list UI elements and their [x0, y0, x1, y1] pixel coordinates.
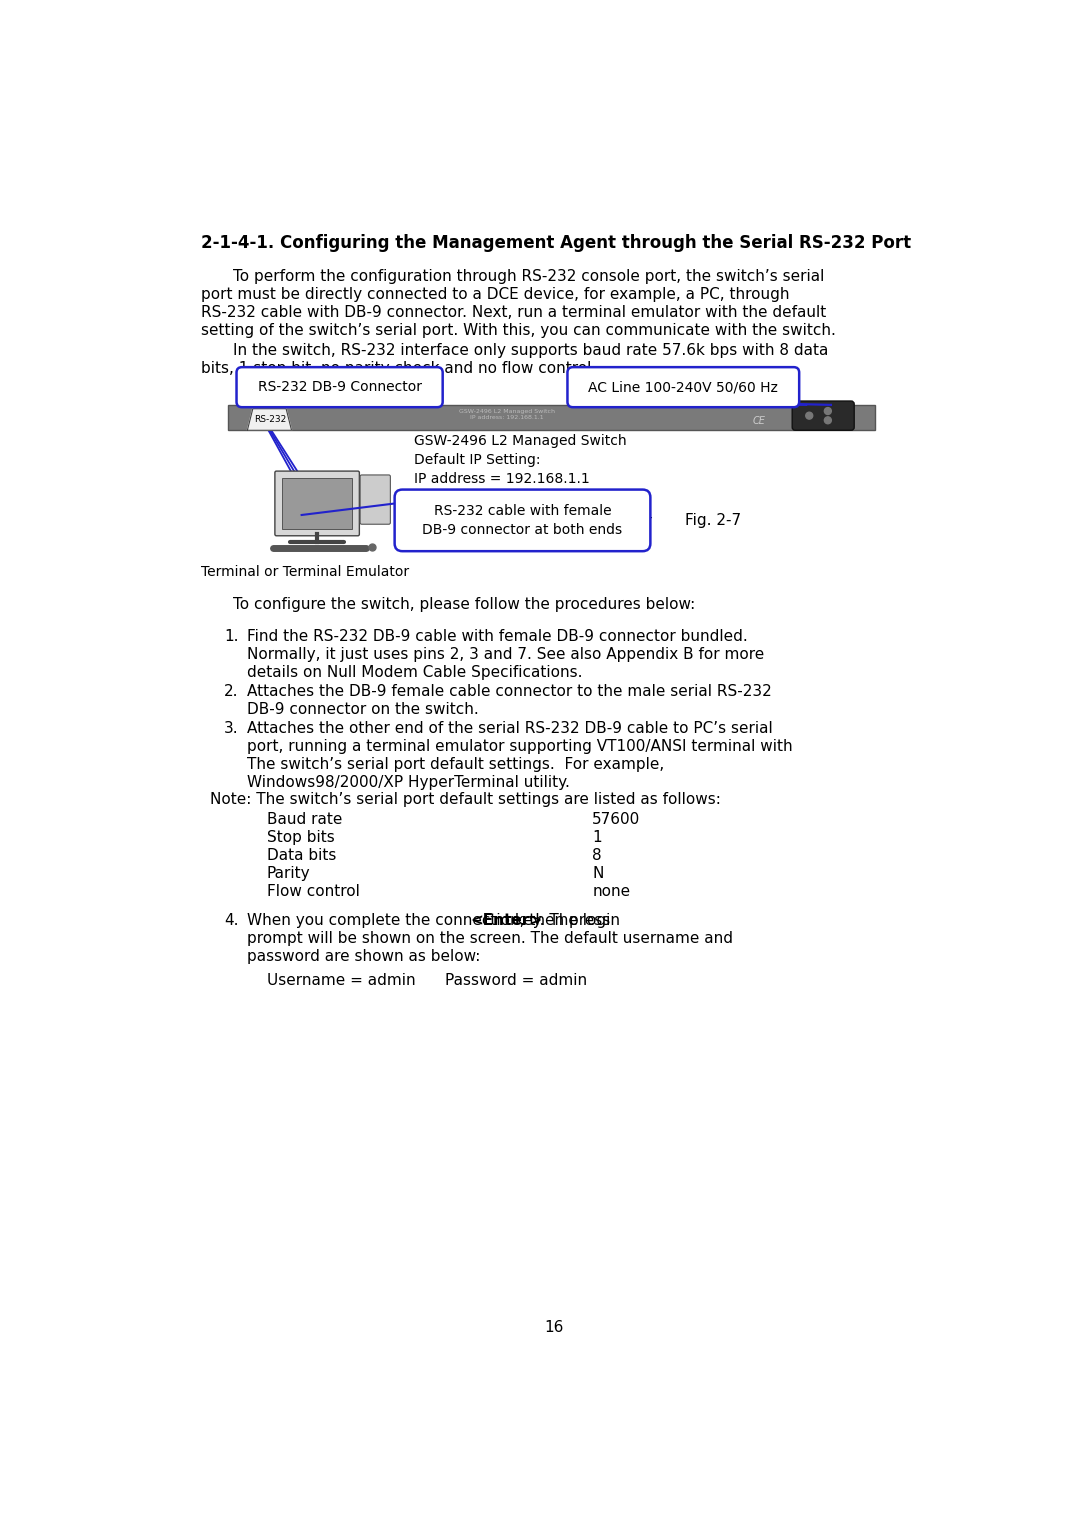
Circle shape: [824, 417, 832, 424]
Circle shape: [824, 407, 832, 415]
Text: Parity: Parity: [267, 867, 310, 881]
Text: Attaches the other end of the serial RS-232 DB-9 cable to PC’s serial: Attaches the other end of the serial RS-…: [247, 720, 773, 736]
Text: Password = admin: Password = admin: [445, 974, 588, 989]
Text: RS-232 cable with female
DB-9 connector at both ends: RS-232 cable with female DB-9 connector …: [422, 504, 622, 537]
Text: 4.: 4.: [225, 913, 239, 928]
Text: 3.: 3.: [225, 720, 239, 736]
Text: N: N: [592, 867, 604, 881]
FancyBboxPatch shape: [360, 475, 390, 525]
Text: Stop bits: Stop bits: [267, 830, 335, 845]
Text: port must be directly connected to a DCE device, for example, a PC, through: port must be directly connected to a DCE…: [201, 287, 789, 302]
FancyBboxPatch shape: [275, 472, 360, 536]
Text: 57600: 57600: [592, 812, 640, 827]
Text: Username = admin: Username = admin: [267, 974, 416, 989]
Text: password are shown as below:: password are shown as below:: [247, 949, 481, 964]
Text: <Enter>: <Enter>: [470, 913, 542, 928]
Text: Note: The switch’s serial port default settings are listed as follows:: Note: The switch’s serial port default s…: [211, 792, 721, 807]
Text: GSW-2496 L2 Managed Switch
IP address: 192.168.1.1: GSW-2496 L2 Managed Switch IP address: 1…: [459, 409, 555, 420]
Text: To configure the switch, please follow the procedures below:: To configure the switch, please follow t…: [233, 597, 696, 612]
Text: When you complete the connection, then press: When you complete the connection, then p…: [247, 913, 616, 928]
Text: Flow control: Flow control: [267, 884, 360, 899]
Text: DB-9 connector on the switch.: DB-9 connector on the switch.: [247, 702, 480, 717]
Text: 2-1-4-1. Configuring the Management Agent through the Serial RS-232 Port: 2-1-4-1. Configuring the Management Agen…: [201, 233, 912, 252]
Text: Windows98/2000/XP HyperTerminal utility.: Windows98/2000/XP HyperTerminal utility.: [247, 775, 570, 790]
Text: none: none: [592, 884, 631, 899]
Polygon shape: [282, 478, 352, 530]
FancyBboxPatch shape: [237, 368, 443, 407]
Text: Terminal or Terminal Emulator: Terminal or Terminal Emulator: [201, 565, 409, 578]
Text: Baud rate: Baud rate: [267, 812, 342, 827]
Text: Attaches the DB-9 female cable connector to the male serial RS-232: Attaches the DB-9 female cable connector…: [247, 684, 772, 699]
Text: The switch’s serial port default settings.  For example,: The switch’s serial port default setting…: [247, 757, 664, 772]
Text: To perform the configuration through RS-232 console port, the switch’s serial: To perform the configuration through RS-…: [233, 269, 825, 284]
Text: key. The login: key. The login: [511, 913, 620, 928]
Text: RS-232: RS-232: [254, 415, 286, 424]
Text: 8: 8: [592, 848, 602, 864]
Text: 16: 16: [544, 1320, 563, 1335]
Polygon shape: [228, 404, 875, 430]
FancyBboxPatch shape: [567, 368, 799, 407]
Text: Find the RS-232 DB-9 cable with female DB-9 connector bundled.: Find the RS-232 DB-9 cable with female D…: [247, 629, 748, 644]
Text: prompt will be shown on the screen. The default username and: prompt will be shown on the screen. The …: [247, 931, 733, 946]
Circle shape: [806, 412, 813, 420]
Text: Fig. 2-7: Fig. 2-7: [685, 513, 741, 528]
Polygon shape: [247, 409, 292, 430]
Text: Normally, it just uses pins 2, 3 and 7. See also Appendix B for more: Normally, it just uses pins 2, 3 and 7. …: [247, 647, 765, 662]
FancyBboxPatch shape: [793, 401, 854, 430]
Text: details on Null Modem Cable Specifications.: details on Null Modem Cable Specificatio…: [247, 665, 583, 681]
Text: AC Line 100-240V 50/60 Hz: AC Line 100-240V 50/60 Hz: [589, 380, 779, 394]
Text: GSW-2496 L2 Managed Switch
Default IP Setting:
IP address = 192.168.1.1
Subnet M: GSW-2496 L2 Managed Switch Default IP Se…: [414, 433, 652, 523]
Text: In the switch, RS-232 interface only supports baud rate 57.6k bps with 8 data: In the switch, RS-232 interface only sup…: [233, 343, 828, 359]
Text: bits, 1 stop bit, no parity check and no flow control.: bits, 1 stop bit, no parity check and no…: [201, 362, 596, 377]
Text: 2.: 2.: [225, 684, 239, 699]
Text: CE: CE: [753, 415, 766, 426]
Text: RS-232 DB-9 Connector: RS-232 DB-9 Connector: [258, 380, 421, 394]
Text: RS-232 cable with DB-9 connector. Next, run a terminal emulator with the default: RS-232 cable with DB-9 connector. Next, …: [201, 305, 826, 320]
Text: setting of the switch’s serial port. With this, you can communicate with the swi: setting of the switch’s serial port. Wit…: [201, 324, 836, 337]
Text: port, running a terminal emulator supporting VT100/ANSI terminal with: port, running a terminal emulator suppor…: [247, 739, 793, 754]
FancyBboxPatch shape: [394, 490, 650, 551]
Text: 1: 1: [592, 830, 602, 845]
Text: Data bits: Data bits: [267, 848, 336, 864]
Text: 1.: 1.: [225, 629, 239, 644]
